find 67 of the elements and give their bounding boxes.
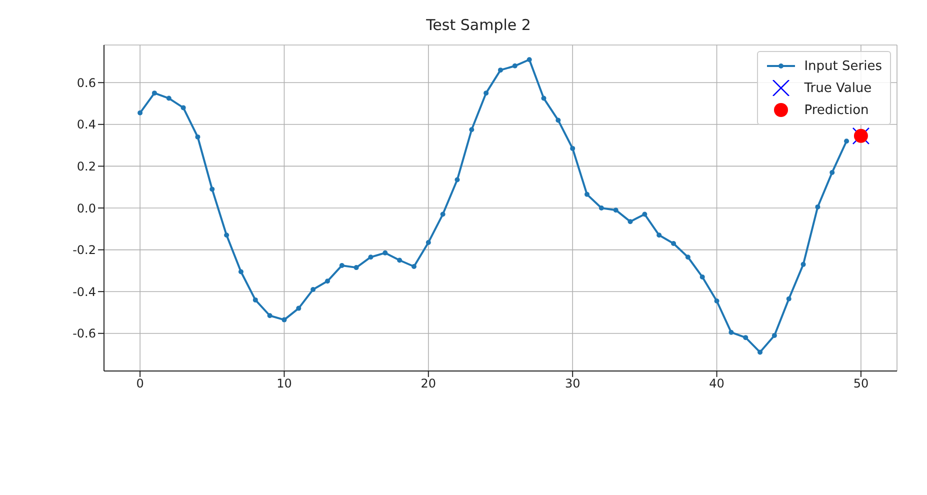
point [656,232,662,238]
x-tick-label: 20 [420,376,436,391]
legend-label: Prediction [804,102,869,118]
point [800,262,806,267]
x-tick-label: 10 [276,376,292,391]
y-tick-label: -0.6 [72,326,96,341]
point [526,57,532,62]
point [411,264,416,270]
point [743,335,748,340]
x-tick-label: 40 [709,376,724,391]
point [844,138,850,144]
chart-title: Test Sample 2 [425,16,532,34]
point [685,254,690,260]
point [224,232,230,238]
point [613,208,618,213]
point [238,269,244,274]
point [138,110,143,116]
point [642,212,648,217]
point [772,332,777,338]
point [714,298,720,304]
point [282,317,287,322]
point [152,90,157,96]
point [354,265,359,270]
y-tick-label: 0.2 [76,159,96,174]
point [786,296,792,302]
point [671,241,676,246]
y-tick-label: 0.0 [76,201,96,216]
point [397,258,402,263]
point [700,274,705,280]
point [339,262,344,268]
point [310,287,316,292]
point [252,297,258,302]
legend-label: Input Series [804,58,882,74]
point [195,134,200,140]
point [728,330,734,335]
point [498,68,503,73]
point [570,146,576,151]
point [296,306,302,311]
point [512,63,518,68]
point [541,96,546,101]
point [324,278,330,284]
point [166,96,172,101]
point [267,313,272,318]
point [598,206,604,210]
point [440,212,446,217]
point [758,350,763,355]
point [382,250,388,256]
y-tick-label: -0.4 [72,284,96,299]
point [426,240,431,245]
point [584,192,590,197]
point [368,254,374,260]
point [815,204,820,210]
point [628,219,633,224]
point [484,90,489,96]
legend-label: True Value [804,80,872,96]
x-tick-label: 50 [853,376,869,391]
point [556,118,561,123]
y-tick-label: 0.6 [76,76,96,90]
point [454,177,460,182]
point [469,127,474,132]
x-tick-label: 0 [136,376,144,391]
y-tick-label: -0.2 [72,243,96,258]
y-tick-label: 0.4 [76,118,96,132]
point [210,186,215,192]
point [180,105,186,110]
x-tick-label: 30 [564,376,580,391]
point [830,170,835,175]
